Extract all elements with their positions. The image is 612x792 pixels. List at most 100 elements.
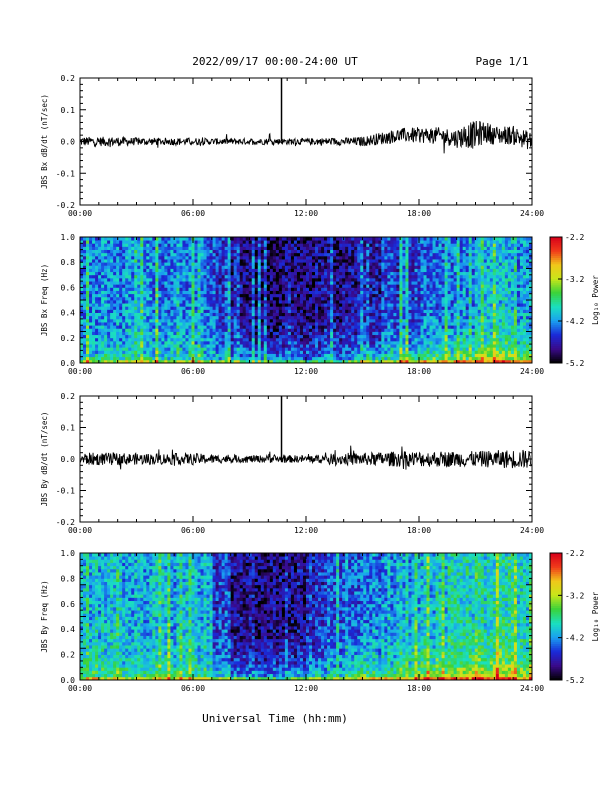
heatmap-cell (233, 300, 238, 304)
heatmap-cell (330, 325, 334, 329)
heatmap-cell (309, 315, 313, 320)
heatmap-cell (155, 249, 159, 254)
heatmap-cell (333, 287, 337, 291)
heatmap-cell (83, 293, 87, 298)
heatmap-cell (104, 284, 108, 288)
heatmap-cell (116, 249, 120, 254)
heatmap-cell (212, 344, 216, 348)
heatmap-cell (432, 350, 436, 354)
heatmap-cell (257, 344, 262, 348)
heatmap-cell (414, 331, 418, 336)
heatmap-cell (173, 287, 177, 291)
heatmap-cell (80, 271, 84, 276)
heatmap-cell (444, 334, 449, 339)
heatmap-cell (239, 262, 244, 266)
heatmap-cell (366, 265, 370, 269)
heatmap-cell (408, 237, 412, 241)
heatmap-cell (299, 268, 304, 273)
heatmap-cell (405, 340, 409, 345)
heatmap-cell (92, 290, 96, 295)
heatmap-cell (399, 296, 403, 301)
heatmap-cell (215, 340, 220, 345)
heatmap-cell (306, 325, 310, 329)
heatmap-cell (327, 274, 331, 279)
heatmap-cell (158, 318, 162, 323)
heatmap-cell (185, 356, 189, 361)
heatmap-cell (438, 281, 442, 285)
heatmap-cell (302, 312, 307, 317)
heatmap-cell (414, 252, 418, 257)
heatmap-cell (266, 296, 271, 301)
heatmap-cell (131, 334, 135, 339)
heatmap-cell (299, 284, 304, 288)
heatmap-cell (351, 237, 355, 241)
heatmap-cell (315, 359, 319, 364)
heatmap-cell (200, 328, 204, 332)
heatmap-cell (224, 309, 229, 313)
heatmap-cell (230, 300, 235, 304)
heatmap-cell (140, 259, 144, 263)
heatmap-cell (113, 344, 117, 348)
heatmap-cell (263, 237, 268, 241)
heatmap-cell (167, 328, 171, 332)
heatmap-cell (179, 318, 183, 323)
heatmap-cell (432, 328, 436, 332)
heatmap-cell (369, 331, 373, 336)
heatmap-cell (119, 347, 123, 351)
heatmap-cell (296, 315, 301, 320)
heatmap-cell (309, 344, 313, 348)
heatmap-cell (227, 259, 232, 263)
heatmap-cell (98, 259, 102, 263)
heatmap-cell (131, 337, 135, 342)
heatmap-cell (318, 262, 322, 266)
heatmap-cell (176, 359, 180, 364)
heatmap-cell (179, 322, 183, 326)
heatmap-cell (242, 322, 247, 326)
heatmap-cell (363, 296, 367, 301)
heatmap-cell (429, 246, 433, 250)
heatmap-cell (269, 249, 274, 254)
heatmap-cell (167, 334, 171, 339)
heatmap-cell (137, 337, 141, 342)
heatmap-cell (236, 347, 241, 351)
heatmap-cell (269, 318, 274, 323)
heatmap-cell (80, 328, 84, 332)
heatmap-cell (134, 353, 138, 358)
heatmap-cell (83, 284, 87, 288)
heatmap-cell (333, 347, 337, 351)
heatmap-cell (104, 274, 108, 279)
heatmap-cell (134, 322, 138, 326)
x-tick-label: 24:00 (520, 209, 544, 218)
heatmap-cell (215, 359, 220, 364)
heatmap-cell (248, 322, 253, 326)
heatmap-cell (408, 347, 412, 351)
heatmap-cell (339, 347, 343, 351)
heatmap-cell (378, 312, 382, 317)
heatmap-cell (306, 246, 310, 250)
heatmap-cell (272, 337, 277, 342)
heatmap-cell (281, 277, 286, 282)
heatmap-cell (393, 284, 397, 288)
heatmap-cell (110, 274, 114, 279)
heatmap-cell (324, 293, 328, 298)
heatmap-cell (435, 353, 439, 358)
heatmap-cell (390, 359, 394, 364)
heatmap-cell (125, 334, 129, 339)
heatmap-cell (324, 353, 328, 358)
heatmap-cell (95, 274, 99, 279)
heatmap-cell (131, 322, 135, 326)
heatmap-cell (414, 353, 418, 358)
heatmap-cell (381, 243, 385, 247)
heatmap-cell (230, 353, 235, 358)
heatmap-cell (245, 300, 250, 304)
heatmap-cell (309, 337, 313, 342)
heatmap-cell (396, 252, 400, 257)
heatmap-cell (263, 262, 268, 266)
heatmap-cell (137, 347, 141, 351)
heatmap-cell (405, 334, 409, 339)
heatmap-cell (260, 350, 265, 354)
heatmap-cell (444, 325, 449, 329)
heatmap-cell (420, 240, 424, 244)
heatmap-cell (182, 359, 186, 364)
heatmap-cell (357, 350, 361, 354)
